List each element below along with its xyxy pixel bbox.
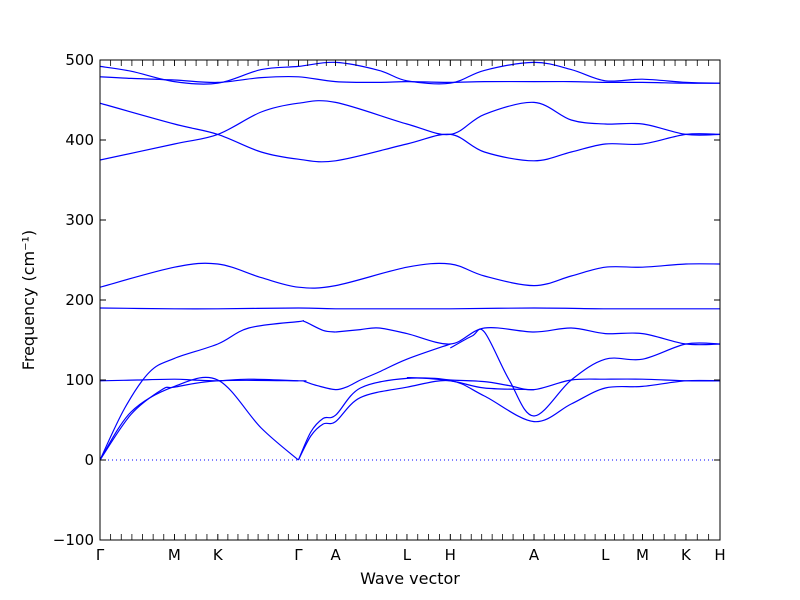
x-tick-label: H xyxy=(714,546,725,564)
y-tick-label: 200 xyxy=(65,291,94,309)
series-layer xyxy=(100,61,720,461)
phonon-branch-9 xyxy=(450,328,720,417)
y-axis-label: Frequency(cm⁻¹) xyxy=(19,230,38,370)
phonon-branch-13 xyxy=(100,102,720,163)
y-tick-label: 0 xyxy=(84,451,94,469)
phonon-branch-15 xyxy=(100,61,720,85)
plot-frame xyxy=(99,59,721,541)
x-tick-label: Γ xyxy=(96,546,105,564)
x-tick-label: H xyxy=(445,546,456,564)
y-axis: −100 0 100 200 300 400 500 xyxy=(53,51,720,549)
x-tick-label: Γ xyxy=(294,546,303,564)
y-axis-unit: (cm⁻¹) xyxy=(19,230,38,282)
y-tick-label: 500 xyxy=(65,51,94,69)
x-axis-label: Wave vector xyxy=(360,569,460,588)
x-tick-label: A xyxy=(529,546,540,564)
x-tick-label: M xyxy=(636,546,649,564)
x-tick-label: K xyxy=(681,546,692,564)
phonon-branch-3 xyxy=(100,343,451,461)
x-tick-label: M xyxy=(168,546,181,564)
y-tick-label: 400 xyxy=(65,131,94,149)
phonon-branch-4 xyxy=(100,378,299,382)
phonon-branch-10 xyxy=(100,307,720,310)
y-tick-label: 100 xyxy=(65,371,94,389)
y-tick-label: −100 xyxy=(53,531,94,549)
x-tick-label: K xyxy=(213,546,224,564)
phonon-branch-7 xyxy=(335,326,720,346)
phonon-branch-2 xyxy=(100,376,299,461)
x-tick-label: L xyxy=(601,546,610,564)
x-tick-label: L xyxy=(403,546,412,564)
y-tick-label: 300 xyxy=(65,211,94,229)
x-tick-label: A xyxy=(330,546,341,564)
phonon-branch-11 xyxy=(100,262,720,289)
phonon-branch-1 xyxy=(100,320,336,461)
phonon-branch-8 xyxy=(406,377,720,391)
phonon-branch-12 xyxy=(100,100,720,161)
phonon-branch-14 xyxy=(100,75,720,84)
phonon-branch-5 xyxy=(297,377,535,461)
phonon-branch-6 xyxy=(297,379,720,461)
